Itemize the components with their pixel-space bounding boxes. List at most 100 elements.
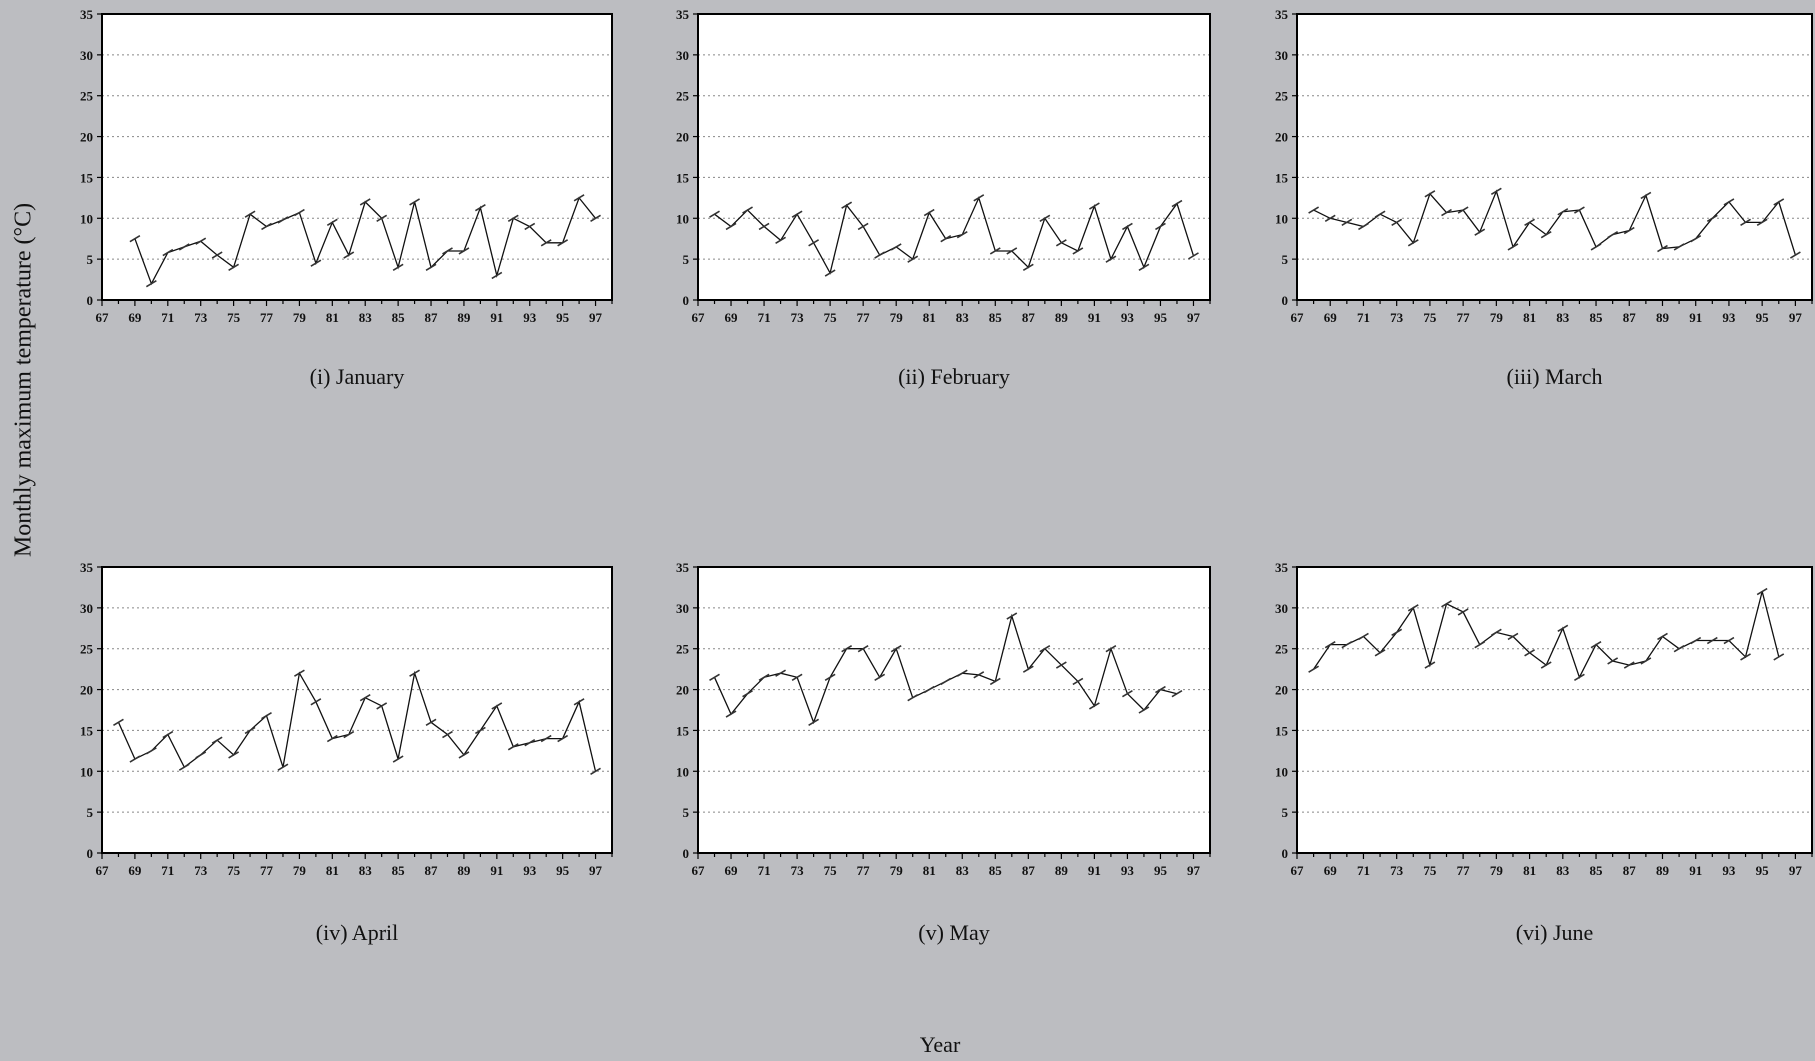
x-tick-label: 89 [1055,310,1069,325]
data-point [989,247,1001,255]
x-tick-label: 89 [457,310,471,325]
data-point [1358,222,1369,231]
data-point [178,763,190,771]
x-tick-label: 85 [392,310,406,325]
y-axis-label: Monthly maximum temperature (°C) [10,202,37,558]
data-point [1540,661,1552,669]
y-tick-label: 25 [80,89,94,104]
data-point [376,702,388,710]
x-tick-label: 71 [1357,310,1370,325]
panel-caption-march: (iii) March [1506,364,1603,389]
data-point [841,645,853,653]
x-tick-label: 91 [1689,310,1702,325]
y-tick-label: 0 [87,846,94,861]
data-point [709,210,720,218]
data-point [1088,702,1100,710]
x-tick-label: 67 [96,310,110,325]
x-tick-label: 93 [523,310,537,325]
y-tick-label: 10 [1275,764,1288,779]
data-point [1740,218,1751,227]
data-point [261,222,272,231]
x-tick-label: 69 [725,310,739,325]
data-point [359,198,371,206]
data-point [1574,206,1585,214]
data-point [1640,191,1652,200]
y-tick-label: 25 [676,89,690,104]
panel-caption-february: (ii) February [898,364,1010,389]
series-line [1313,189,1797,256]
y-tick-label: 20 [676,130,689,145]
data-point [491,271,503,280]
x-tick-label: 69 [725,863,739,878]
x-tick-label: 91 [1689,863,1702,878]
data-point [425,718,437,726]
data-point [791,210,803,218]
y-tick-label: 20 [80,683,93,698]
x-tick-label: 95 [1154,310,1168,325]
data-point [1105,255,1117,263]
data-point [1623,661,1635,669]
x-tick-label: 77 [260,863,274,878]
data-point [1006,247,1018,255]
x-tick-label: 83 [1556,310,1570,325]
data-point [244,210,256,218]
y-tick-label: 0 [1282,293,1289,308]
x-tick-label: 85 [392,863,406,878]
plot-area [1297,14,1812,300]
data-point [1407,604,1419,612]
data-point [1424,661,1436,669]
data-point [376,214,388,222]
y-tick-label: 20 [80,130,93,145]
data-point [1623,226,1635,235]
data-point [725,710,737,718]
x-tick-label: 89 [457,863,471,878]
panel-caption-april: (iv) April [315,920,399,945]
x-tick-label: 97 [1789,310,1803,325]
data-point [956,669,968,677]
data-point [1374,210,1386,218]
data-point [1441,600,1452,608]
plot-area [698,567,1210,853]
data-point [923,208,935,217]
x-tick-label: 75 [1423,310,1437,325]
x-tick-label: 69 [128,310,142,325]
data-point [1740,653,1751,661]
x-tick-label: 95 [556,310,570,325]
data-point [1474,640,1486,649]
data-point [973,194,985,202]
data-point [1507,632,1519,641]
data-point [1524,218,1535,227]
x-tick-label: 71 [161,310,174,325]
x-tick-label: 67 [96,863,110,878]
data-point [874,251,886,259]
data-point [1706,214,1718,222]
data-point [907,255,919,263]
data-point [1773,653,1785,661]
plot-area [102,567,612,853]
data-point [1358,632,1369,641]
x-tick-label: 73 [194,310,208,325]
data-point [211,736,223,744]
data-point [1474,228,1486,236]
data-point [474,726,486,735]
x-tick-label: 93 [1121,310,1135,325]
x-tick-label: 73 [791,310,805,325]
y-tick-label: 30 [676,601,689,616]
data-point [973,671,985,679]
data-point [228,263,240,272]
data-point [129,235,141,243]
data-point [791,673,803,682]
data-point [1590,640,1602,649]
data-point [1374,649,1386,657]
x-tick-label: 75 [824,310,838,325]
data-point [1490,628,1502,637]
data-point [1341,640,1353,649]
data-point [1607,657,1619,665]
x-tick-label: 83 [956,310,970,325]
data-point [1673,243,1685,251]
data-point [1574,673,1585,682]
y-tick-label: 15 [1275,723,1289,738]
x-tick-label: 71 [1357,863,1370,878]
x-tick-label: 97 [1187,863,1201,878]
data-point [1723,636,1735,645]
